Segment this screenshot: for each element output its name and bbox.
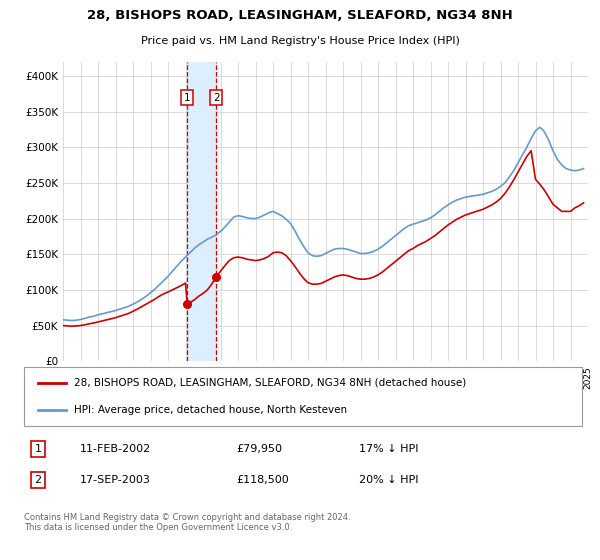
Text: 17-SEP-2003: 17-SEP-2003: [80, 475, 151, 485]
FancyBboxPatch shape: [24, 367, 582, 426]
Text: 2: 2: [213, 92, 220, 102]
Text: 28, BISHOPS ROAD, LEASINGHAM, SLEAFORD, NG34 8NH: 28, BISHOPS ROAD, LEASINGHAM, SLEAFORD, …: [87, 9, 513, 22]
Text: 28, BISHOPS ROAD, LEASINGHAM, SLEAFORD, NG34 8NH (detached house): 28, BISHOPS ROAD, LEASINGHAM, SLEAFORD, …: [74, 377, 466, 388]
Bar: [187, 62, 216, 361]
Text: £79,950: £79,950: [236, 444, 282, 454]
Text: Contains HM Land Registry data © Crown copyright and database right 2024.
This d: Contains HM Land Registry data © Crown c…: [24, 512, 350, 532]
Text: 1: 1: [34, 444, 41, 454]
Text: 11-FEB-2002: 11-FEB-2002: [80, 444, 151, 454]
Text: 17% ↓ HPI: 17% ↓ HPI: [359, 444, 418, 454]
Text: Price paid vs. HM Land Registry's House Price Index (HPI): Price paid vs. HM Land Registry's House …: [140, 36, 460, 46]
Text: HPI: Average price, detached house, North Kesteven: HPI: Average price, detached house, Nort…: [74, 405, 347, 415]
Text: 20% ↓ HPI: 20% ↓ HPI: [359, 475, 418, 485]
Text: 1: 1: [184, 92, 191, 102]
Text: £118,500: £118,500: [236, 475, 289, 485]
Text: 2: 2: [34, 475, 41, 485]
